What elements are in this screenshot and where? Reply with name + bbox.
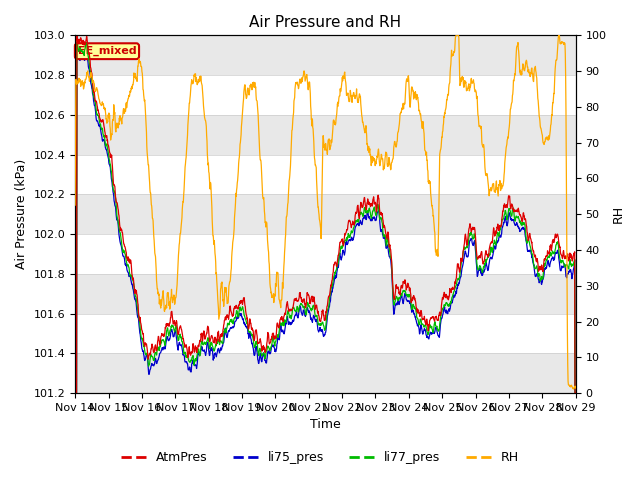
Text: EE_mixed: EE_mixed bbox=[77, 46, 136, 56]
Legend: AtmPres, li75_pres, li77_pres, RH: AtmPres, li75_pres, li77_pres, RH bbox=[116, 446, 524, 469]
Bar bbox=[75, 353, 576, 393]
Bar bbox=[75, 194, 576, 234]
Title: Air Pressure and RH: Air Pressure and RH bbox=[250, 15, 401, 30]
Y-axis label: RH: RH bbox=[612, 205, 625, 223]
Y-axis label: Air Pressure (kPa): Air Pressure (kPa) bbox=[15, 159, 28, 269]
X-axis label: Time: Time bbox=[310, 419, 341, 432]
Bar bbox=[75, 115, 576, 155]
Bar bbox=[75, 36, 576, 75]
Bar bbox=[75, 274, 576, 313]
